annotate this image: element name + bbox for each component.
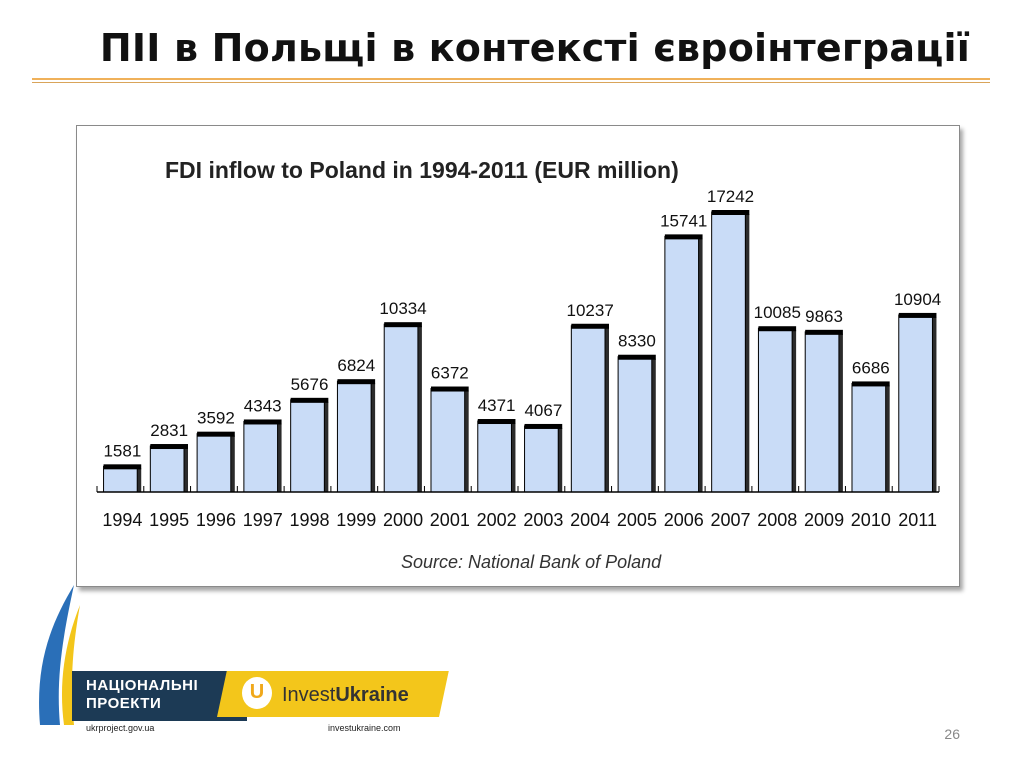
data-label-2004: 10237 [567, 301, 614, 320]
data-label-2011: 10904 [894, 290, 941, 309]
x-tick-label-2002: 2002 [477, 510, 517, 530]
x-tick-label-1998: 1998 [289, 510, 329, 530]
bar-top-1997 [243, 419, 282, 425]
bar-1996 [196, 433, 232, 493]
bar-1997 [243, 420, 279, 493]
data-label-2010: 6686 [852, 358, 890, 377]
invest-ukraine-label: InvestUkraine [282, 684, 409, 706]
data-label-2005: 8330 [618, 332, 656, 351]
bar-2003 [524, 425, 559, 493]
x-tick-label-1997: 1997 [243, 510, 283, 530]
bar-2006 [664, 235, 700, 493]
bar-top-1999 [337, 379, 376, 385]
fdi-bar-chart: FDI inflow to Poland in 1994-2011 (EUR m… [96, 157, 941, 572]
page-number: 26 [944, 726, 960, 742]
x-tick-label-2004: 2004 [570, 510, 610, 530]
bar-2001 [430, 388, 466, 493]
x-tick-label-1999: 1999 [336, 510, 376, 530]
bar-top-1994 [103, 464, 142, 470]
bar-1995 [149, 445, 185, 493]
x-tick-label-1994: 1994 [102, 510, 142, 530]
bar-2008 [757, 327, 793, 493]
data-label-2009: 9863 [805, 307, 843, 326]
bar-top-2002 [477, 419, 516, 425]
bar-2007 [711, 211, 746, 493]
bar-top-1996 [197, 431, 235, 437]
bar-top-2008 [758, 326, 797, 332]
title-divider [32, 78, 990, 84]
swoosh-icon [39, 585, 80, 725]
data-label-2008: 10085 [754, 303, 801, 322]
x-tick-label-2000: 2000 [383, 510, 423, 530]
x-tick-label-2006: 2006 [664, 510, 704, 530]
bar-top-1995 [150, 444, 189, 450]
data-label-1995: 2831 [150, 421, 188, 440]
data-label-2006: 15741 [660, 211, 707, 230]
invest-ukraine-mark-icon: U [242, 677, 272, 709]
footer-logos: НАЦІОНАЛЬНІ ПРОЕКТИ ukrproject.gov.ua U … [30, 585, 450, 735]
bar-1999 [336, 380, 372, 493]
bar-top-2005 [618, 354, 656, 360]
chart-panel: FDI inflow to Poland in 1994-2011 (EUR m… [76, 125, 960, 587]
bar-top-2006 [664, 234, 703, 240]
bar-top-2000 [384, 322, 422, 328]
bar-2002 [477, 420, 512, 493]
data-label-2001: 6372 [431, 364, 469, 383]
x-tick-label-2009: 2009 [804, 510, 844, 530]
chart-title: FDI inflow to Poland in 1994-2011 (EUR m… [165, 157, 679, 183]
bar-top-2001 [430, 386, 469, 392]
national-projects-label: НАЦІОНАЛЬНІ ПРОЕКТИ [86, 677, 199, 712]
bar-top-1998 [290, 397, 329, 403]
data-label-1998: 5676 [291, 375, 329, 394]
x-tick-label-1996: 1996 [196, 510, 236, 530]
bar-2009 [804, 331, 840, 493]
x-axis: 1994 1995 1996 1997 1998 1999 2000 2001 2002 2003… [96, 486, 940, 530]
bar-top-2009 [805, 329, 843, 335]
bar-2000 [383, 323, 419, 493]
x-tick-label-2005: 2005 [617, 510, 657, 530]
x-tick-label-2010: 2010 [851, 510, 891, 530]
data-label-1999: 6824 [337, 356, 375, 375]
bar-2004 [570, 325, 606, 493]
bar-1998 [290, 399, 325, 493]
data-label-1997: 4343 [244, 396, 282, 415]
x-tick-label-1995: 1995 [149, 510, 189, 530]
data-label-2002: 4371 [478, 396, 516, 415]
bar-top-2011 [898, 312, 937, 318]
data-label-1996: 3592 [197, 409, 235, 428]
invest-ukraine-url[interactable]: investukraine.com [328, 723, 401, 733]
slide-title: ПІІ в Польщі в контексті євроінтеграції [99, 26, 970, 70]
bar-2005 [617, 356, 653, 493]
bar-2011 [898, 314, 933, 493]
x-tick-label-2008: 2008 [757, 510, 797, 530]
bar-top-2010 [851, 381, 890, 387]
x-tick-label-2007: 2007 [710, 510, 750, 530]
chart-source: Source: National Bank of Poland [401, 552, 662, 572]
x-tick-label-2011: 2011 [898, 510, 937, 530]
data-label-2000: 10334 [379, 299, 426, 318]
bar-top-2004 [571, 323, 610, 329]
bars-group: 1581 2831 3592 4343 5676 6824 10334 6372 4371 406… [103, 187, 941, 493]
bar-2010 [851, 382, 887, 493]
data-label-2007: 17242 [707, 187, 754, 206]
national-projects-url[interactable]: ukrproject.gov.ua [86, 723, 155, 733]
bar-top-2003 [524, 423, 563, 429]
data-label-1994: 1581 [103, 441, 141, 460]
bar-top-2007 [711, 210, 750, 215]
x-tick-label-2001: 2001 [430, 510, 470, 530]
data-label-2003: 4067 [524, 401, 562, 420]
bar-1994 [103, 465, 138, 493]
x-tick-label-2003: 2003 [523, 510, 563, 530]
